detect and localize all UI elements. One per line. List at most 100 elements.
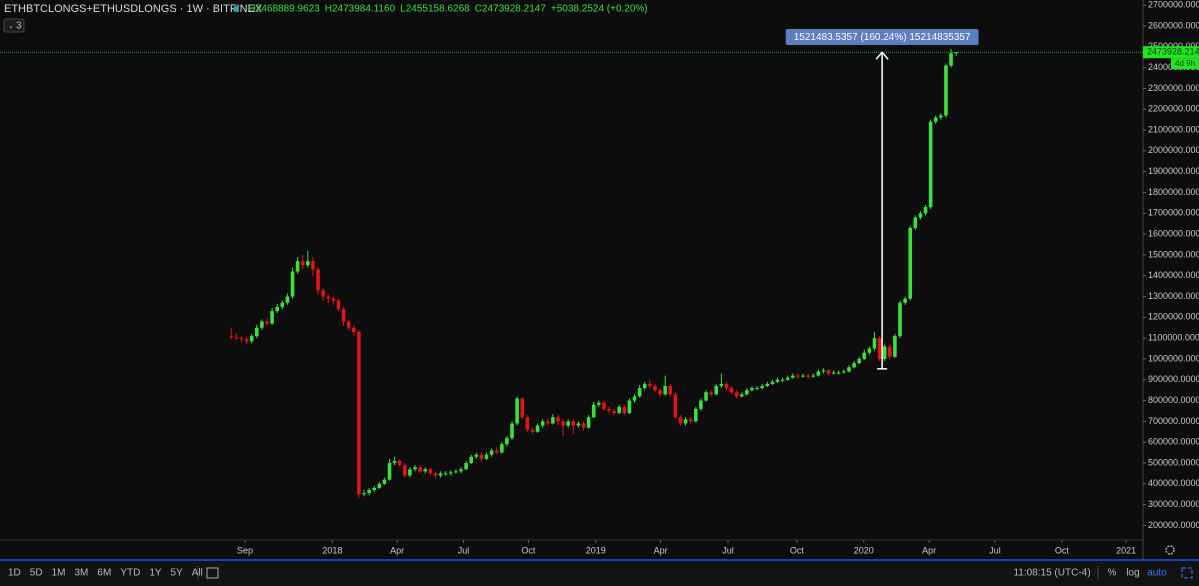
y-tick-label: 800000.0000 bbox=[1148, 395, 1199, 405]
range-button[interactable]: YTD bbox=[120, 568, 140, 579]
candle-body bbox=[607, 408, 611, 411]
plot-area bbox=[229, 48, 958, 499]
symbol-title[interactable]: ETHBTCLONGS+ETHUSDLONGS · 1W · BITFINEX bbox=[4, 3, 263, 15]
candle-body bbox=[469, 456, 473, 464]
candle-body bbox=[306, 261, 310, 266]
x-tick-label: Apr bbox=[654, 545, 668, 555]
candle-body bbox=[280, 302, 285, 307]
candle-body bbox=[637, 388, 642, 397]
date-range-icon[interactable] bbox=[206, 567, 219, 579]
candle-body bbox=[392, 460, 397, 464]
candle-body bbox=[939, 115, 943, 118]
y-tick-label: 1500000.0000 bbox=[1148, 249, 1199, 259]
candle-body bbox=[290, 271, 295, 297]
candle-body bbox=[612, 410, 616, 414]
candle-body bbox=[944, 65, 948, 116]
candle-body bbox=[551, 417, 555, 424]
candle-body bbox=[796, 375, 800, 377]
range-button[interactable]: 1M bbox=[52, 568, 66, 579]
y-tick-label: 300000.0000 bbox=[1148, 499, 1199, 509]
candle-body bbox=[418, 467, 422, 472]
range-button[interactable]: 3M bbox=[75, 568, 89, 579]
candle-body bbox=[403, 465, 407, 476]
candle-body bbox=[760, 386, 764, 389]
candle-body bbox=[372, 487, 376, 491]
candle-body bbox=[908, 227, 913, 299]
candle-body bbox=[699, 400, 703, 409]
candle-body bbox=[367, 490, 371, 494]
candle-body bbox=[234, 337, 239, 339]
countdown-tag bbox=[1171, 58, 1199, 70]
x-tick-label: Jul bbox=[989, 545, 1001, 555]
x-tick-label: Oct bbox=[790, 545, 805, 555]
indicator-toggle[interactable] bbox=[3, 18, 25, 33]
candle-body bbox=[632, 396, 637, 401]
candle-body bbox=[351, 327, 356, 332]
candle-body bbox=[847, 367, 851, 372]
candle-body bbox=[489, 450, 494, 455]
last-price-tag bbox=[1143, 46, 1199, 59]
candle-body bbox=[893, 336, 897, 357]
y-tick-label: 2500000.0000 bbox=[1148, 41, 1199, 51]
y-tick-label: 2300000.0000 bbox=[1148, 83, 1199, 93]
candle-body bbox=[341, 309, 346, 322]
candle-body bbox=[556, 417, 560, 422]
candle-body bbox=[785, 377, 790, 380]
candle-body bbox=[270, 311, 274, 324]
candle-body bbox=[464, 463, 468, 470]
candle-body bbox=[505, 438, 509, 445]
candle-body bbox=[821, 370, 826, 372]
candle-body bbox=[658, 390, 662, 395]
percent-toggle[interactable]: % bbox=[1108, 568, 1117, 579]
candle-body bbox=[750, 388, 754, 391]
y-tick-label: 2100000.0000 bbox=[1148, 124, 1199, 134]
candle-body bbox=[765, 383, 770, 387]
last-price-label: 2473928.2147 bbox=[1147, 47, 1199, 57]
candle-body bbox=[688, 419, 693, 422]
candle-body bbox=[724, 383, 729, 389]
fullscreen-button[interactable] bbox=[1181, 567, 1193, 579]
candle-body bbox=[704, 392, 708, 401]
candle-body bbox=[887, 346, 892, 357]
candle-body bbox=[382, 479, 387, 484]
auto-toggle[interactable]: auto bbox=[1147, 568, 1167, 579]
y-tick-label: 2600000.0000 bbox=[1148, 20, 1199, 30]
range-button[interactable]: 5D bbox=[30, 568, 43, 579]
log-toggle[interactable]: log bbox=[1126, 568, 1139, 579]
candle-body bbox=[525, 417, 530, 430]
candle-body bbox=[729, 388, 734, 393]
candle-body bbox=[561, 421, 565, 426]
candle-body bbox=[494, 450, 499, 453]
ohlc-value: H2473984.1160 bbox=[325, 4, 396, 15]
candle-body bbox=[500, 444, 504, 453]
chevron: ⌄ bbox=[8, 23, 14, 30]
y-tick-label: 1200000.0000 bbox=[1148, 312, 1199, 322]
candle-body bbox=[826, 370, 831, 374]
candle-body bbox=[474, 454, 479, 457]
y-tick-label: 2000000.0000 bbox=[1148, 145, 1199, 155]
candle-body bbox=[438, 473, 443, 476]
candle-body bbox=[316, 269, 320, 291]
range-button[interactable]: 1D bbox=[8, 568, 21, 579]
range-button[interactable]: 1Y bbox=[149, 568, 162, 579]
y-tick-label: 600000.0000 bbox=[1148, 437, 1199, 447]
candle-body bbox=[734, 392, 739, 397]
candle-body bbox=[448, 472, 453, 474]
candle-body bbox=[229, 336, 234, 338]
candle-body bbox=[346, 321, 351, 328]
range-button[interactable]: 5Y bbox=[171, 568, 184, 579]
candle-body bbox=[336, 300, 341, 310]
y-tick-label: 500000.0000 bbox=[1148, 457, 1199, 467]
ohlc-value: +5038.2524 (+0.20%) bbox=[551, 4, 648, 15]
range-button[interactable]: All bbox=[192, 568, 203, 579]
x-tick-label: Jul bbox=[722, 545, 734, 555]
candle-body bbox=[862, 352, 867, 359]
settings-button[interactable] bbox=[1165, 545, 1175, 555]
candle-body bbox=[520, 398, 525, 418]
candle-body bbox=[648, 383, 652, 387]
candle-body bbox=[714, 386, 719, 395]
x-tick-label: Apr bbox=[390, 545, 404, 555]
candle-body bbox=[254, 327, 259, 337]
range-button[interactable]: 6M bbox=[97, 568, 111, 579]
candle-body bbox=[275, 306, 279, 312]
